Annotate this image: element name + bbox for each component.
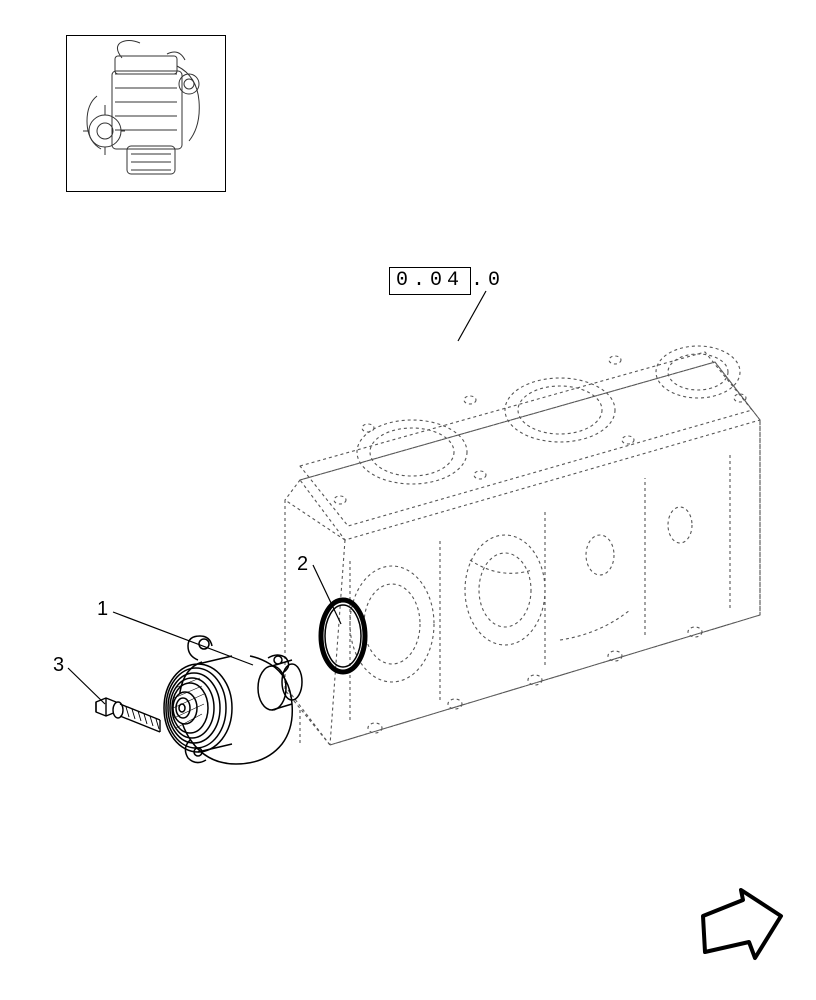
- callout-2-leader: [313, 565, 341, 624]
- callout-1-label: 1: [97, 598, 108, 621]
- next-page-arrow[interactable]: [697, 886, 785, 964]
- callout-2-label: 2: [297, 553, 308, 576]
- context-thumbnail: [66, 35, 226, 192]
- assembly-reference-boxed: 0.04: [389, 267, 471, 295]
- assembly-reference-label: 0.04.0: [389, 267, 505, 295]
- arrow-right-icon: [697, 886, 785, 964]
- engine-thumbnail-drawing: [67, 36, 225, 191]
- callout-3-leader: [68, 668, 105, 704]
- diagram-canvas: 0.04.0: [0, 0, 816, 1000]
- callout-3-label: 3: [53, 654, 64, 677]
- assembly-reference-trailing: .0: [471, 269, 505, 292]
- callout-1-leader: [113, 612, 253, 665]
